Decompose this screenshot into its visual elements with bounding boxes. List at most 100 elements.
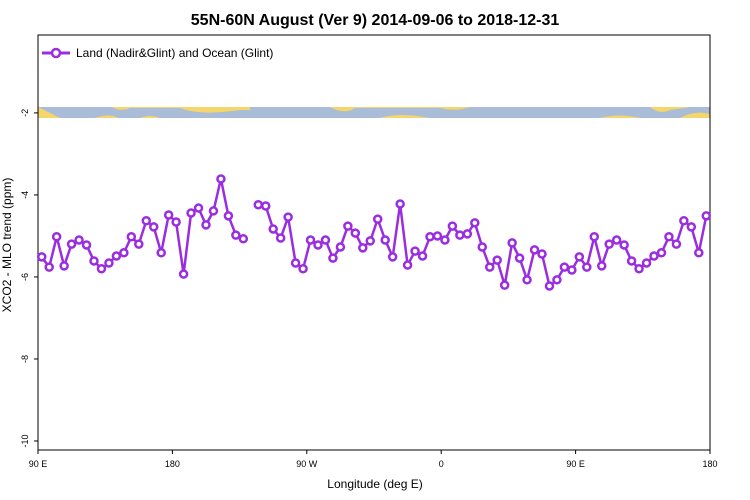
data-point [320,235,331,245]
data-point [66,239,77,249]
data-point [104,258,114,268]
legend-marker [50,47,62,59]
y-tick-label: -2 [20,109,30,117]
data-point [529,245,540,255]
series-line [40,178,708,289]
data-point [126,232,137,242]
data-point [619,240,629,250]
data-point [253,200,264,210]
x-tick-label: 180 [165,459,180,469]
data-point [574,252,585,262]
chart-title: 55N-60N August (Ver 9) 2014-09-06 to 201… [191,12,560,29]
data-point [89,256,99,266]
data-point [626,256,637,266]
data-point [305,235,316,245]
data-point [156,248,166,258]
data-point [492,255,502,265]
data-point [238,234,249,244]
data-point [365,236,376,246]
data-point [679,216,689,226]
data-point [298,263,308,274]
data-point [552,275,562,285]
data-point [634,263,644,274]
data-point [260,201,271,211]
data-point [470,218,480,228]
data-point [477,242,488,252]
legend: Land (Nadir&Glint) and Ocean (Glint) [42,46,273,60]
data-point [499,280,510,290]
data-point [44,262,54,272]
data-point [649,251,659,261]
x-tick-label: 0 [439,459,444,469]
data-point [350,228,361,238]
data-point [148,222,159,232]
data-point [111,251,122,261]
data-point [186,208,196,218]
data-point [440,235,450,245]
x-tick-label: 90 E [566,459,585,469]
data-point [604,239,614,249]
data-point [96,263,107,274]
data-point [656,248,667,258]
data-point [328,253,338,263]
data-point [567,265,577,275]
data-point [36,252,47,262]
data-point [313,240,323,250]
data-point [231,230,241,240]
data-point [343,221,353,231]
data-point [537,249,547,259]
data-point [201,220,211,230]
data-point [417,251,428,261]
data-point [455,230,465,240]
data-point [51,232,62,242]
data-point [596,261,607,271]
data-point [671,239,682,249]
data-point [59,261,69,271]
data-point [507,238,517,248]
x-tick-label: 90 W [296,459,318,469]
data-point [664,232,674,242]
data-point [268,224,278,234]
y-tick-label: -8 [20,355,30,363]
data-point [134,239,144,249]
data-point [193,203,204,213]
data-point [686,222,697,232]
data-point [119,248,129,258]
data-point [372,214,383,224]
data-point [701,211,712,221]
data-point [402,260,413,270]
data-point [283,212,293,222]
data-point [216,174,226,184]
y-tick-label: -4 [20,191,30,199]
data-point [223,211,234,221]
x-tick-label: 180 [702,459,717,469]
data-point [611,235,622,245]
map-strip [38,107,710,118]
data-point [163,210,174,220]
data-point [694,248,704,258]
data-point [208,206,219,216]
y-tick-label: -6 [20,273,30,281]
data-point [358,243,368,253]
x-axis-label: Longitude (deg E) [327,477,422,491]
data-point [462,229,473,239]
data-point [387,252,398,262]
y-axis-label: XCO2 - MLO trend (ppm) [0,178,14,313]
data-point [380,235,390,245]
data-point [290,258,301,268]
data-point [410,246,420,256]
data-point [178,269,189,279]
y-tick-label: -10 [20,434,30,447]
data-point [559,262,570,272]
data-point [484,262,495,272]
data-point [514,253,525,263]
data-point [589,232,600,242]
data-point [544,281,555,291]
data-point [522,275,532,285]
data-point [447,221,458,231]
legend-label: Land (Nadir&Glint) and Ocean (Glint) [76,46,273,60]
data-point [81,240,92,250]
data-point [171,217,181,227]
data-point [425,232,435,242]
